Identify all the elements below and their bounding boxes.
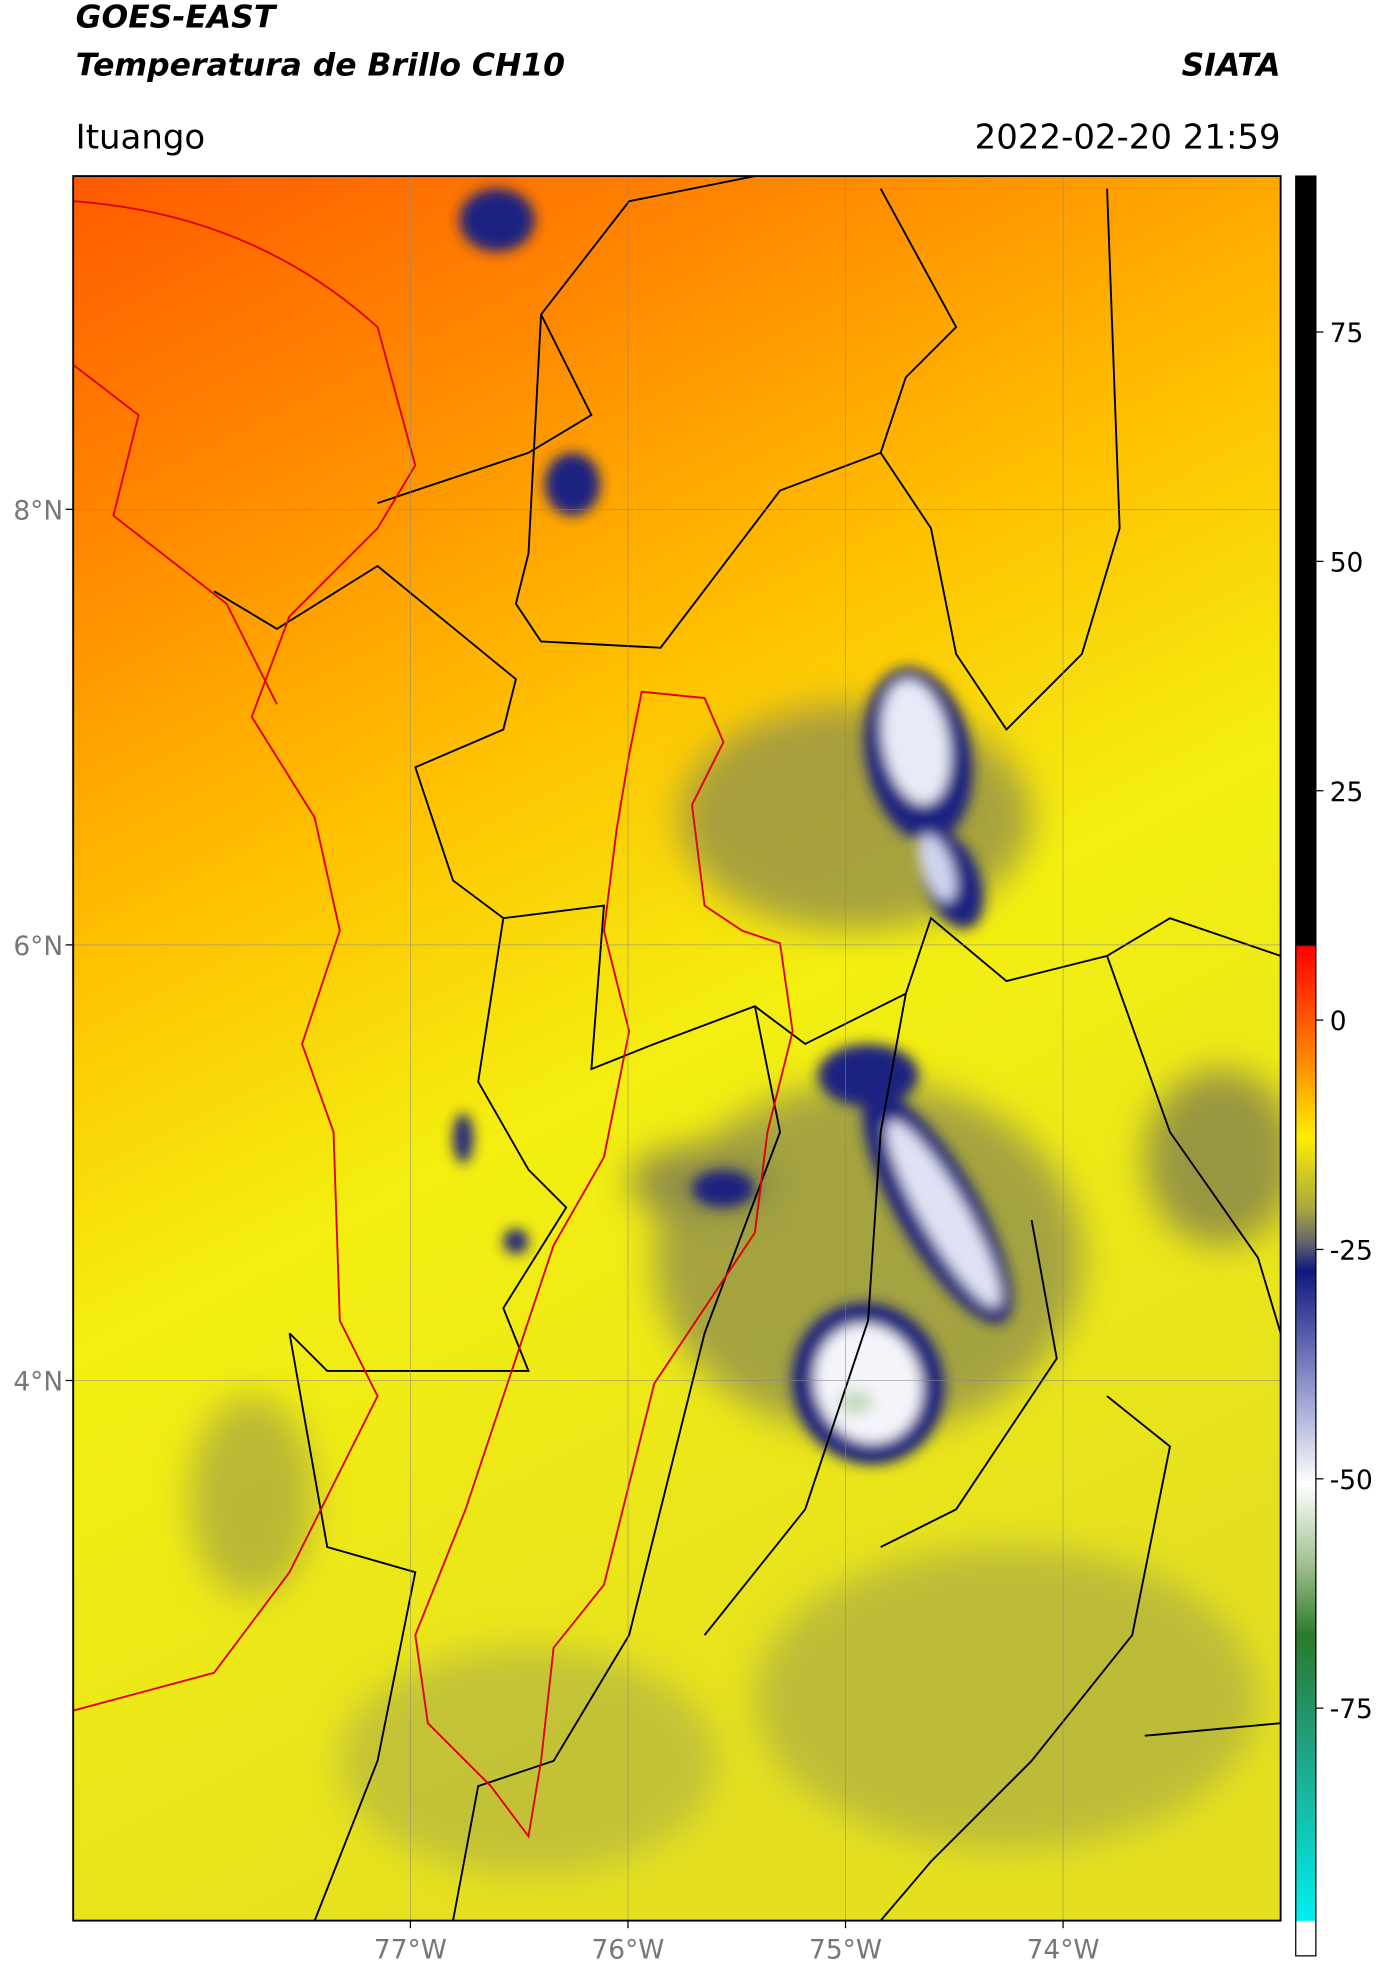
map-frame	[72, 175, 1282, 1922]
colorbar-label: -50	[1330, 1465, 1373, 1496]
lon-label: 76°W	[591, 1934, 664, 1965]
colorbar-label: 75	[1330, 318, 1364, 349]
lon-label: 75°W	[809, 1934, 882, 1965]
lon-label: 77°W	[374, 1934, 447, 1965]
lon-label: 74°W	[1027, 1934, 1100, 1965]
colorbar-label: -75	[1330, 1694, 1373, 1725]
colorbar-label: -25	[1330, 1236, 1373, 1267]
lat-label: 6°N	[13, 931, 63, 962]
colorbar	[1295, 175, 1317, 1957]
title: GOES-EAST	[76, 0, 278, 36]
colorbar-label: 50	[1330, 547, 1364, 578]
cloud-cores	[453, 188, 1012, 1465]
lat-label: 4°N	[13, 1367, 63, 1398]
source: SIATA	[1182, 47, 1281, 83]
title: Temperatura de Brillo CH10	[76, 47, 565, 83]
graticule	[73, 176, 1281, 1921]
lat-label: 8°N	[13, 495, 63, 526]
location: Ituango	[76, 117, 206, 157]
colorbar-label: 25	[1330, 777, 1364, 808]
datetime: 2022-02-20 21:59	[975, 117, 1281, 157]
colorbar-label: 0	[1330, 1006, 1347, 1037]
coastline	[73, 200, 794, 1839]
map	[73, 176, 1281, 1921]
borders	[213, 176, 1281, 1921]
